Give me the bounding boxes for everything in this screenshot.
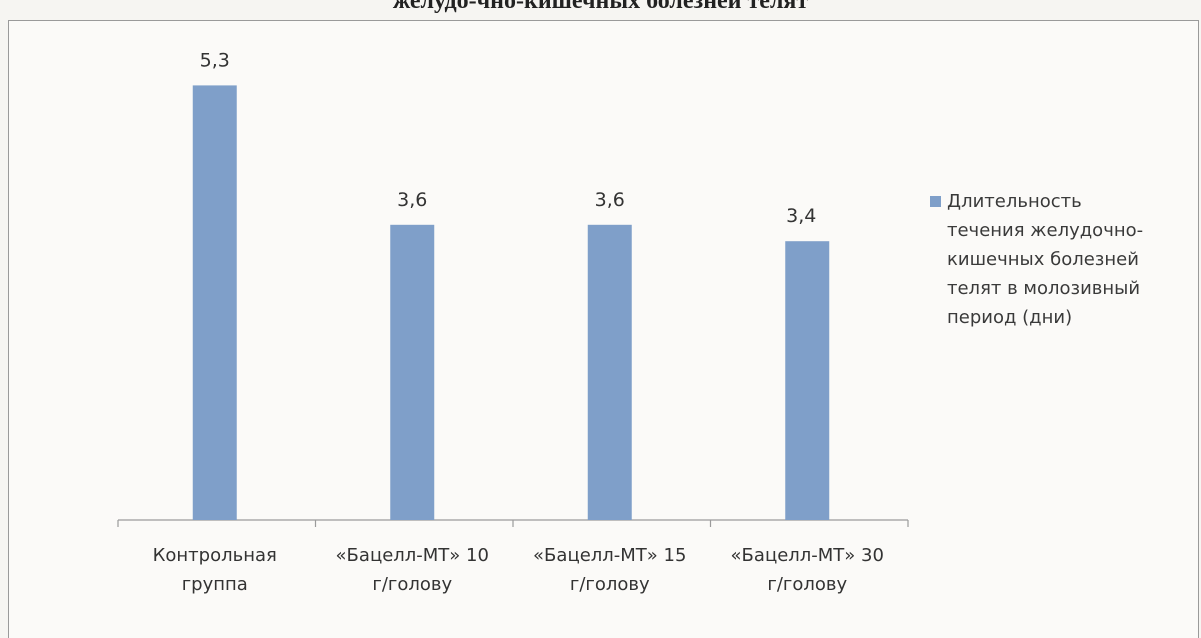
category-label: Контрольная группа [153, 545, 277, 595]
legend: Длительность течения желудочно-кишечных б… [930, 187, 1190, 332]
data-label: 3,6 [397, 189, 427, 211]
data-label: 5,3 [200, 49, 230, 71]
legend-swatch [930, 196, 941, 207]
bar [785, 241, 830, 520]
data-label: 3,6 [595, 189, 625, 211]
legend-label: Длительность течения желудочно-кишечных б… [947, 191, 1144, 328]
category-label: «Бацелл-МТ» 30 г/голову [731, 545, 884, 595]
bar [587, 224, 632, 521]
data-label: 3,4 [786, 205, 816, 227]
chart-title: желудо-чно-кишечных болезней телят [392, 0, 809, 14]
category-label: «Бацелл-МТ» 10 г/голову [336, 545, 489, 595]
bar [390, 224, 435, 521]
bar [192, 85, 237, 521]
category-label: «Бацелл-МТ» 15 г/голову [533, 545, 686, 595]
